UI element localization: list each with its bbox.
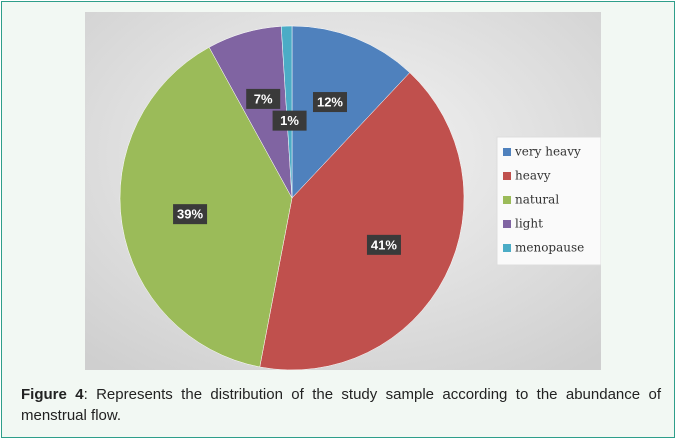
data-label-box bbox=[366, 234, 401, 255]
data-label-box bbox=[173, 204, 208, 225]
legend-swatch bbox=[503, 148, 511, 156]
legend-label: light bbox=[515, 217, 543, 231]
pie-slice bbox=[291, 25, 411, 199]
data-label-box bbox=[246, 88, 281, 109]
caption-label: Figure 4 bbox=[21, 386, 84, 403]
legend-swatch bbox=[503, 244, 511, 252]
legend-label: very heavy bbox=[514, 145, 581, 159]
data-label-box bbox=[272, 110, 307, 131]
legend-label: natural bbox=[515, 193, 559, 207]
data-label: 7% bbox=[254, 91, 273, 106]
legend-label: heavy bbox=[515, 169, 551, 183]
caption-text: : Represents the distribution of the stu… bbox=[21, 386, 661, 424]
data-label: 1% bbox=[280, 113, 299, 128]
data-label: 39% bbox=[177, 207, 203, 222]
pie-slice bbox=[259, 72, 465, 370]
legend-swatch bbox=[503, 196, 511, 204]
data-label: 12% bbox=[317, 94, 343, 109]
legend-swatch bbox=[503, 220, 511, 228]
legend-box bbox=[496, 136, 601, 266]
data-label-box bbox=[312, 92, 347, 113]
legend-swatch bbox=[503, 172, 511, 180]
chart: 12% 41% 39% 7% 1% very heavy heavy natural light… bbox=[85, 12, 601, 370]
data-label: 41% bbox=[371, 237, 397, 252]
caption: Figure 4: Represents the distribution of… bbox=[21, 384, 661, 426]
legend-label: menopause bbox=[515, 241, 584, 255]
